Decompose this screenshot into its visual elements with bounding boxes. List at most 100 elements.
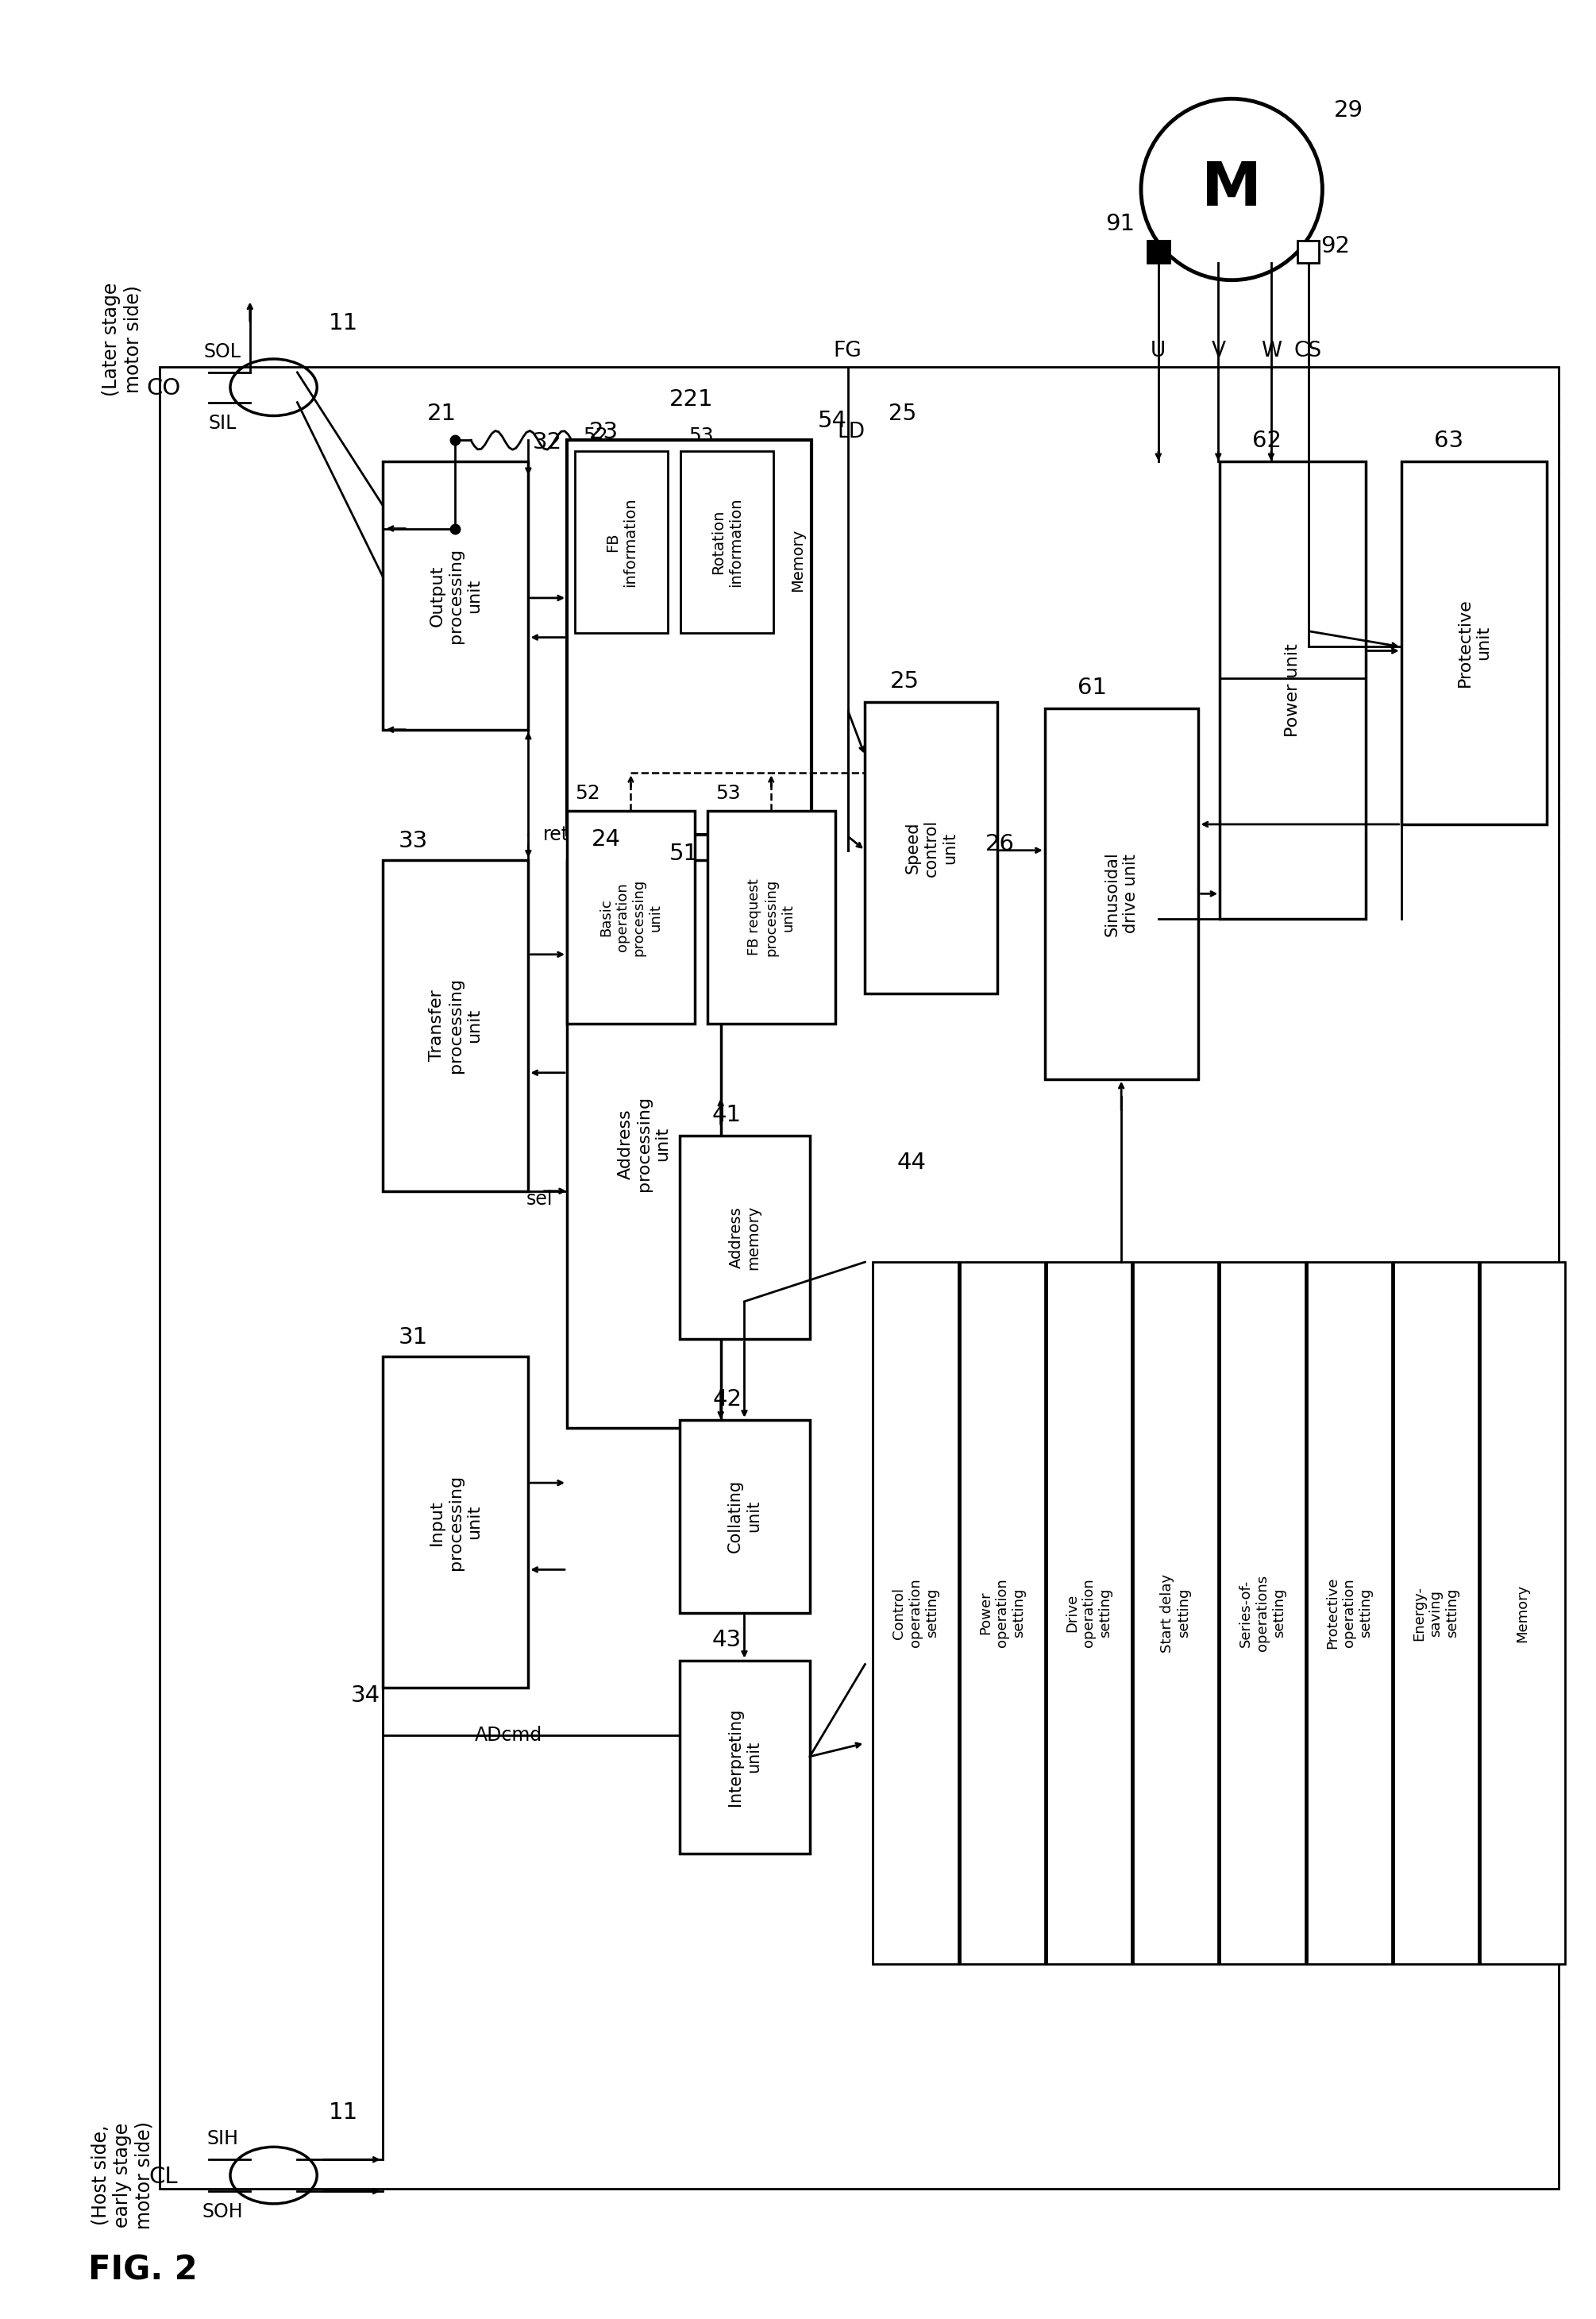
Text: 92: 92 (1321, 234, 1350, 257)
Text: Address
memory: Address memory (728, 1206, 761, 1271)
FancyBboxPatch shape (865, 394, 1559, 1166)
Text: ret: ret (543, 826, 570, 844)
Text: 43: 43 (712, 1628, 742, 1651)
Text: Address
processing
unit: Address processing unit (618, 1097, 670, 1192)
Text: 53: 53 (688, 427, 713, 445)
Text: Output
processing
unit: Output processing unit (429, 547, 482, 642)
FancyBboxPatch shape (557, 417, 841, 860)
Text: Rotation
information: Rotation information (710, 496, 744, 587)
FancyBboxPatch shape (959, 1262, 1045, 1964)
Text: 29: 29 (1334, 100, 1363, 121)
Text: LD: LD (836, 422, 865, 443)
Text: Collating
unit: Collating unit (728, 1480, 761, 1554)
FancyBboxPatch shape (567, 812, 694, 1025)
FancyBboxPatch shape (575, 452, 667, 633)
FancyBboxPatch shape (873, 1262, 958, 1964)
Text: W: W (1261, 341, 1282, 362)
FancyBboxPatch shape (680, 1660, 809, 1853)
FancyBboxPatch shape (1045, 707, 1199, 1078)
Text: 32: 32 (531, 431, 562, 455)
Text: 52: 52 (575, 784, 600, 802)
FancyBboxPatch shape (680, 452, 774, 633)
Text: CL: CL (148, 2166, 177, 2189)
Text: SOH: SOH (201, 2203, 243, 2222)
Text: Series-of-
operations
setting: Series-of- operations setting (1238, 1575, 1286, 1651)
Text: 11: 11 (329, 2101, 359, 2124)
FancyBboxPatch shape (1031, 693, 1559, 1143)
FancyBboxPatch shape (369, 394, 809, 1537)
Text: 21: 21 (428, 404, 456, 424)
Text: Protective
unit: Protective unit (1457, 598, 1491, 686)
FancyBboxPatch shape (680, 1136, 809, 1340)
Text: 221: 221 (669, 387, 713, 410)
Text: SOL: SOL (204, 343, 241, 362)
Text: Control
operation
setting: Control operation setting (892, 1579, 938, 1646)
Text: 23: 23 (589, 422, 619, 443)
FancyBboxPatch shape (1298, 241, 1320, 262)
FancyBboxPatch shape (1401, 461, 1547, 823)
Text: U: U (1151, 341, 1167, 362)
Text: CO: CO (147, 378, 180, 399)
Text: V: V (1211, 341, 1226, 362)
Text: 11: 11 (329, 313, 359, 334)
Text: 31: 31 (399, 1326, 428, 1350)
Text: Memory: Memory (1516, 1584, 1531, 1642)
Text: 33: 33 (399, 830, 428, 851)
Text: 41: 41 (712, 1104, 742, 1127)
Text: SIH: SIH (206, 2129, 238, 2147)
Text: Power unit: Power unit (1285, 642, 1301, 737)
Text: Protective
operation
setting: Protective operation setting (1326, 1577, 1373, 1649)
Text: 91: 91 (1104, 213, 1135, 234)
Text: 44: 44 (897, 1153, 926, 1173)
Text: Drive
operation
setting: Drive operation setting (1065, 1579, 1112, 1646)
Text: 26: 26 (985, 833, 1015, 856)
FancyBboxPatch shape (707, 812, 835, 1025)
Text: M: M (1202, 160, 1262, 218)
Text: 25: 25 (889, 670, 919, 693)
FancyBboxPatch shape (1133, 1262, 1218, 1964)
Text: FG: FG (833, 341, 862, 362)
FancyBboxPatch shape (865, 1136, 1559, 2020)
FancyBboxPatch shape (567, 860, 721, 1429)
Text: Transfer
processing
unit: Transfer processing unit (429, 979, 482, 1074)
Text: Sinusoidal
drive unit: Sinusoidal drive unit (1104, 851, 1140, 937)
Text: (Host side,
early stage
motor side): (Host side, early stage motor side) (91, 2122, 153, 2229)
Text: 34: 34 (351, 1684, 380, 1707)
FancyBboxPatch shape (1393, 1262, 1478, 1964)
Text: Speed
control
unit: Speed control unit (905, 819, 958, 877)
Text: 24: 24 (592, 828, 621, 851)
Text: 25: 25 (889, 404, 916, 424)
FancyBboxPatch shape (1148, 241, 1170, 262)
FancyBboxPatch shape (1479, 1262, 1566, 1964)
Text: 61: 61 (1077, 677, 1108, 698)
FancyBboxPatch shape (1047, 1262, 1132, 1964)
Text: CS: CS (1294, 341, 1321, 362)
FancyBboxPatch shape (567, 441, 811, 835)
FancyBboxPatch shape (383, 1357, 528, 1688)
FancyBboxPatch shape (680, 1419, 809, 1614)
Text: SIL: SIL (209, 413, 236, 431)
Text: 62: 62 (1253, 429, 1282, 452)
Text: 51: 51 (669, 842, 699, 865)
Text: 53: 53 (715, 784, 741, 802)
Text: 54: 54 (817, 410, 847, 431)
FancyBboxPatch shape (865, 703, 998, 995)
FancyBboxPatch shape (1307, 1262, 1392, 1964)
Text: (Later stage
motor side): (Later stage motor side) (102, 283, 142, 397)
Text: 52: 52 (583, 427, 608, 445)
Text: sel: sel (527, 1190, 552, 1208)
Text: Power
operation
setting: Power operation setting (978, 1579, 1026, 1646)
Text: Memory: Memory (790, 529, 806, 591)
Text: FB
information: FB information (605, 496, 638, 587)
FancyBboxPatch shape (160, 366, 1559, 2189)
Text: Energy-
saving
setting: Energy- saving setting (1412, 1586, 1460, 1640)
Text: Interpreting
unit: Interpreting unit (728, 1707, 761, 1807)
Text: Basic
operation
processing
unit: Basic operation processing unit (598, 879, 662, 955)
FancyBboxPatch shape (1219, 461, 1366, 918)
FancyBboxPatch shape (383, 461, 528, 730)
Text: Input
processing
unit: Input processing unit (429, 1475, 482, 1570)
FancyBboxPatch shape (1219, 1262, 1306, 1964)
Text: FB request
processing
unit: FB request processing unit (747, 879, 795, 955)
Text: 63: 63 (1433, 429, 1464, 452)
Text: FIG. 2: FIG. 2 (88, 2254, 198, 2287)
